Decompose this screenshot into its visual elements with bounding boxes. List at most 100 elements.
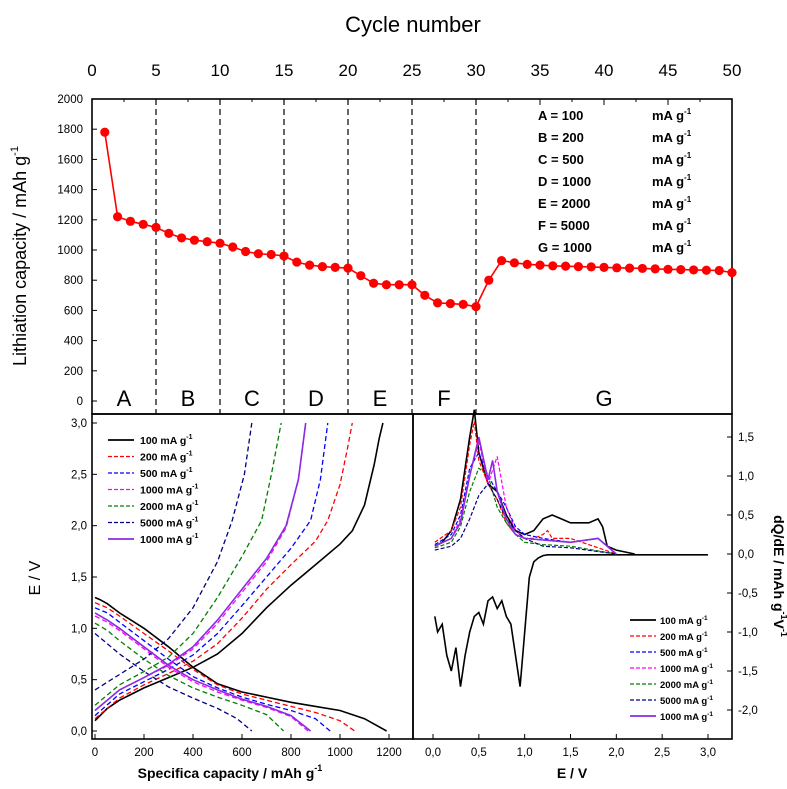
top-y-tick-label: 200: [64, 366, 83, 378]
br-x-tick-label: 3,0: [700, 747, 716, 759]
br-legend-label-text: 1000 mA g: [660, 664, 707, 675]
capacity-point: [266, 249, 276, 260]
capacity-point: [586, 262, 596, 272]
top-x-tick-label: 50: [723, 61, 742, 80]
rate-legend-label: F = 5000: [538, 218, 590, 233]
bottom-left-axis-ticks: 0 200 400 600 800 1000 1200 0,0 0,5 1,0 1,5 2,0 2,5 3…: [71, 418, 402, 759]
bl-legend-label: 100 mA g-1: [140, 434, 193, 447]
rate-legend-unit-sup: -1: [684, 129, 692, 138]
capacity-point: [535, 260, 545, 270]
rate-legend-unit: mA g-1: [652, 173, 692, 189]
capacity-point: [279, 251, 289, 261]
bl-x-tick-label: 600: [232, 747, 251, 759]
rate-legend-unit: mA g-1: [652, 217, 692, 233]
rate-legend-unit: mA g-1: [652, 129, 692, 145]
br-legend-label-text: 1000 mA g: [660, 712, 707, 723]
capacity-point: [381, 280, 391, 290]
region-label-A: A: [117, 386, 132, 411]
bl-legend-label-sup: -1: [186, 467, 192, 474]
rate-legend-unit-sup: -1: [684, 195, 692, 204]
rate-legend-unit-sup: -1: [684, 239, 692, 248]
bl-legend-label: 200 mA g-1: [140, 451, 193, 464]
br-legend-label-sup: -1: [707, 663, 713, 670]
capacity-point: [228, 242, 238, 252]
region-label-G: G: [595, 386, 612, 411]
br-y-tick-label: -1,0: [738, 627, 758, 639]
br-legend-label-sup: -1: [702, 631, 708, 638]
rate-legend-unit-text: mA g: [652, 108, 684, 123]
capacity-point: [573, 262, 584, 272]
rate-legend-unit-text: mA g: [652, 218, 684, 233]
rate-legend-unit: mA g-1: [652, 195, 692, 211]
capacity-point: [202, 237, 212, 247]
br-curve: [434, 421, 617, 555]
bl-x-tick-label: 200: [134, 747, 153, 759]
capacity-point: [625, 263, 635, 273]
rate-legend: A = 100 mA g-1B = 200 mA g-1C = 500 mA g-1D…: [538, 107, 692, 255]
bottom-right-axis-ticks: 0,0 0,5 1,0 1,5 2,0 2,5 3,0 1,5 1,0 0,5 0,0 -0,5 -1,…: [425, 432, 758, 759]
capacity-line: [104, 132, 733, 308]
top-x-tick-label: 25: [403, 61, 422, 80]
capacity-point: [522, 259, 532, 269]
br-y-tick-label: 1,0: [738, 471, 754, 483]
top-x-tick-label: 20: [339, 61, 358, 80]
top-y-tick-label: 1200: [57, 215, 83, 227]
br-y-tick-label: -0,5: [738, 588, 758, 600]
rate-legend-unit: mA g-1: [652, 239, 692, 255]
capacity-point: [727, 268, 737, 278]
br-legend-label: 200 mA g-1: [660, 631, 708, 643]
bl-legend-label-sup: -1: [192, 517, 198, 524]
br-y-tick-label: -1,5: [738, 666, 758, 678]
capacity-point: [714, 265, 724, 276]
capacity-point: [637, 263, 648, 274]
bl-curve-charge: [94, 422, 307, 711]
top-x-tick-label: 30: [467, 61, 486, 80]
br-curve: [434, 440, 617, 555]
top-y-tick-label: 0: [77, 396, 83, 408]
capacity-point: [138, 219, 148, 229]
br-x-tick-label: 1,0: [517, 747, 533, 759]
rate-legend-unit: mA g-1: [652, 107, 692, 123]
br-legend-label: 2000 mA g-1: [660, 679, 713, 691]
bl-x-tick-label: 1200: [376, 747, 402, 759]
rate-legend-label: B = 200: [538, 130, 584, 145]
rate-legend-label: E = 2000: [538, 196, 590, 211]
capacity-point: [663, 264, 673, 274]
bl-curve-discharge: [94, 615, 309, 732]
capacity-point: [177, 233, 187, 243]
bl-legend-label-sup: -1: [186, 451, 192, 458]
capacity-point: [369, 278, 379, 288]
br-y-tick-label: 0,5: [738, 510, 754, 522]
bl-legend-label-text: 500 mA g: [140, 468, 186, 480]
bottom-left-y-axis-title: E / V: [27, 560, 44, 595]
br-curve: [434, 409, 635, 555]
bl-y-tick-label: 1,0: [71, 623, 87, 635]
rate-legend-unit-text: mA g: [652, 130, 684, 145]
capacity-point: [548, 261, 558, 271]
bl-curve-charge: [94, 422, 384, 722]
bl-y-tick-label: 0,0: [71, 726, 87, 738]
rate-legend-unit: mA g-1: [652, 151, 692, 167]
rate-legend-unit-text: mA g: [652, 174, 684, 189]
rate-legend-unit-sup: -1: [684, 151, 692, 160]
capacity-point: [330, 262, 340, 272]
bl-legend-label-sup: -1: [192, 484, 198, 491]
br-legend-label-sup: -1: [707, 711, 713, 718]
bl-curve-discharge: [94, 602, 356, 732]
rate-legend-label: D = 1000: [538, 174, 591, 189]
top-x-tick-label: 35: [531, 61, 550, 80]
bl-legend-label-text: 200 mA g: [140, 452, 186, 464]
br-x-tick-label: 1,5: [563, 747, 579, 759]
bl-x-tick-label: 0: [92, 747, 98, 759]
top-y-tick-label: 1400: [57, 185, 83, 197]
rate-legend-label: C = 500: [538, 152, 584, 167]
bl-y-tick-label: 2,0: [71, 521, 87, 533]
br-legend-label-text: 5000 mA g: [660, 696, 707, 707]
capacity-point: [484, 275, 494, 285]
top-y-tick-label: 1800: [57, 124, 83, 136]
bl-curve-discharge: [94, 607, 331, 732]
bl-x-tick-label: 800: [281, 747, 300, 759]
capacity-point: [305, 260, 315, 270]
bottom-left-x-axis-title: Specifica capacity / mAh g-1: [138, 763, 323, 781]
